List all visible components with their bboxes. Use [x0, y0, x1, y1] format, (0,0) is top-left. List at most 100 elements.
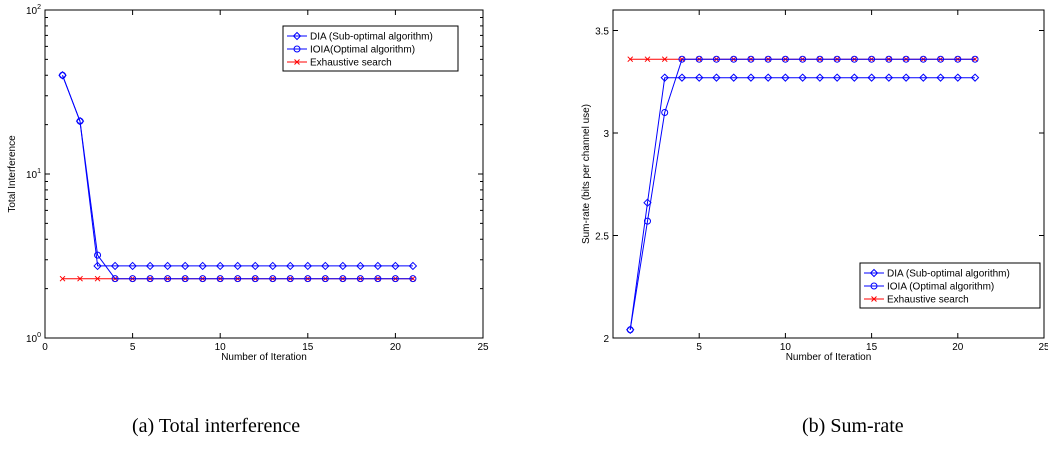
x-tick-label: 10: [780, 342, 792, 353]
data-point: [286, 261, 295, 271]
data-point: [695, 55, 703, 63]
data-point: [198, 261, 207, 271]
x-tick-label: 15: [866, 342, 878, 353]
legend-box: [282, 25, 459, 72]
data-point: [251, 261, 260, 271]
legend-label: IOIA(Optimal algorithm): [310, 45, 415, 56]
legend-marker: [869, 268, 879, 278]
data-point: [678, 55, 686, 63]
series-line-1: [629, 58, 975, 330]
data-point: [77, 275, 83, 282]
data-point: [269, 275, 277, 283]
data-point: [145, 261, 155, 271]
data-point: [76, 117, 84, 125]
y-tick-label: 2.5: [595, 232, 609, 243]
data-point: [815, 73, 825, 82]
data-point: [832, 73, 842, 82]
legend-label: Exhaustive search: [310, 58, 392, 69]
data-point: [764, 55, 772, 63]
x-tick-label: 5: [696, 342, 702, 353]
data-point: [373, 261, 383, 271]
data-point: [93, 261, 102, 271]
data-point: [199, 275, 207, 283]
data-point: [627, 56, 634, 63]
data-point: [661, 109, 669, 116]
data-point: [712, 73, 721, 82]
data-point: [660, 73, 669, 82]
x-tick-label: 25: [477, 342, 489, 353]
data-point: [410, 275, 416, 282]
series-line-0: [62, 75, 413, 267]
x-tick-label: 20: [952, 342, 964, 353]
data-point: [268, 261, 277, 271]
data-point: [799, 55, 807, 63]
data-point: [286, 275, 294, 283]
data-point: [919, 55, 927, 63]
data-point: [781, 55, 789, 63]
data-point: [816, 55, 824, 63]
data-point: [215, 261, 225, 271]
data-point: [59, 71, 67, 79]
chart-total-interference: 0 5 10 15 20 25 100 101 102 Number of Iteration To…: [7, 4, 489, 363]
legend-marker: [293, 45, 301, 53]
data-point: [867, 73, 876, 82]
series-markers-1: [626, 55, 979, 334]
data-point: [163, 261, 172, 271]
data-point: [833, 55, 841, 63]
data-point: [937, 55, 945, 63]
data-point: [643, 217, 651, 225]
y-tick-label: 102: [26, 4, 41, 17]
data-point: [661, 56, 668, 63]
data-point: [936, 73, 945, 82]
data-point: [953, 73, 963, 82]
data-point: [730, 55, 738, 63]
legend-marker: [294, 59, 300, 65]
legend-marker: [871, 296, 877, 302]
data-point: [626, 326, 634, 334]
data-point: [110, 261, 120, 271]
x-axis-label: Number of Iteration: [221, 352, 307, 363]
data-point: [763, 73, 773, 82]
data-point: [181, 275, 189, 283]
data-point: [643, 198, 652, 207]
legend-label: IOIA (Optimal algorithm): [887, 282, 994, 293]
data-point: [409, 275, 417, 283]
x-axis-label: Number of Iteration: [786, 352, 872, 363]
x-tick-label: 10: [215, 342, 227, 353]
data-point: [356, 275, 364, 283]
data-point: [971, 55, 979, 63]
legend-label: DIA (Sub-optimal algorithm): [310, 32, 433, 43]
legend: DIA (Sub-optimal algorithm) IOIA (Optimal…: [859, 262, 1041, 309]
data-point: [339, 275, 347, 283]
data-point: [850, 55, 858, 63]
data-point: [303, 261, 313, 271]
series-line-0: [629, 77, 975, 330]
y-tick-label: 100: [26, 332, 41, 345]
data-point: [885, 55, 893, 63]
data-point: [408, 261, 418, 271]
y-tick-label: 2: [603, 334, 609, 345]
data-point: [747, 55, 755, 63]
data-point: [850, 73, 859, 82]
data-point: [216, 275, 224, 283]
y-tick-label: 3.5: [595, 27, 609, 38]
data-point: [972, 56, 978, 63]
x-tick-label: 25: [1038, 342, 1048, 353]
data-point: [374, 275, 382, 283]
data-point: [391, 275, 399, 283]
legend-marker: [870, 282, 878, 290]
data-point: [111, 275, 119, 283]
data-point: [970, 73, 980, 82]
x-tick-label: 0: [42, 342, 48, 353]
data-point: [180, 261, 190, 271]
data-point: [128, 261, 137, 271]
data-point: [234, 275, 242, 283]
data-point: [356, 261, 365, 271]
data-point: [712, 55, 720, 63]
legend-label: Exhaustive search: [887, 295, 969, 306]
caption-b: (b) Sum-rate: [802, 415, 904, 437]
data-point: [304, 275, 312, 283]
data-point: [59, 275, 66, 282]
legend: DIA (Sub-optimal algorithm) IOIA(Optimal …: [282, 25, 459, 72]
